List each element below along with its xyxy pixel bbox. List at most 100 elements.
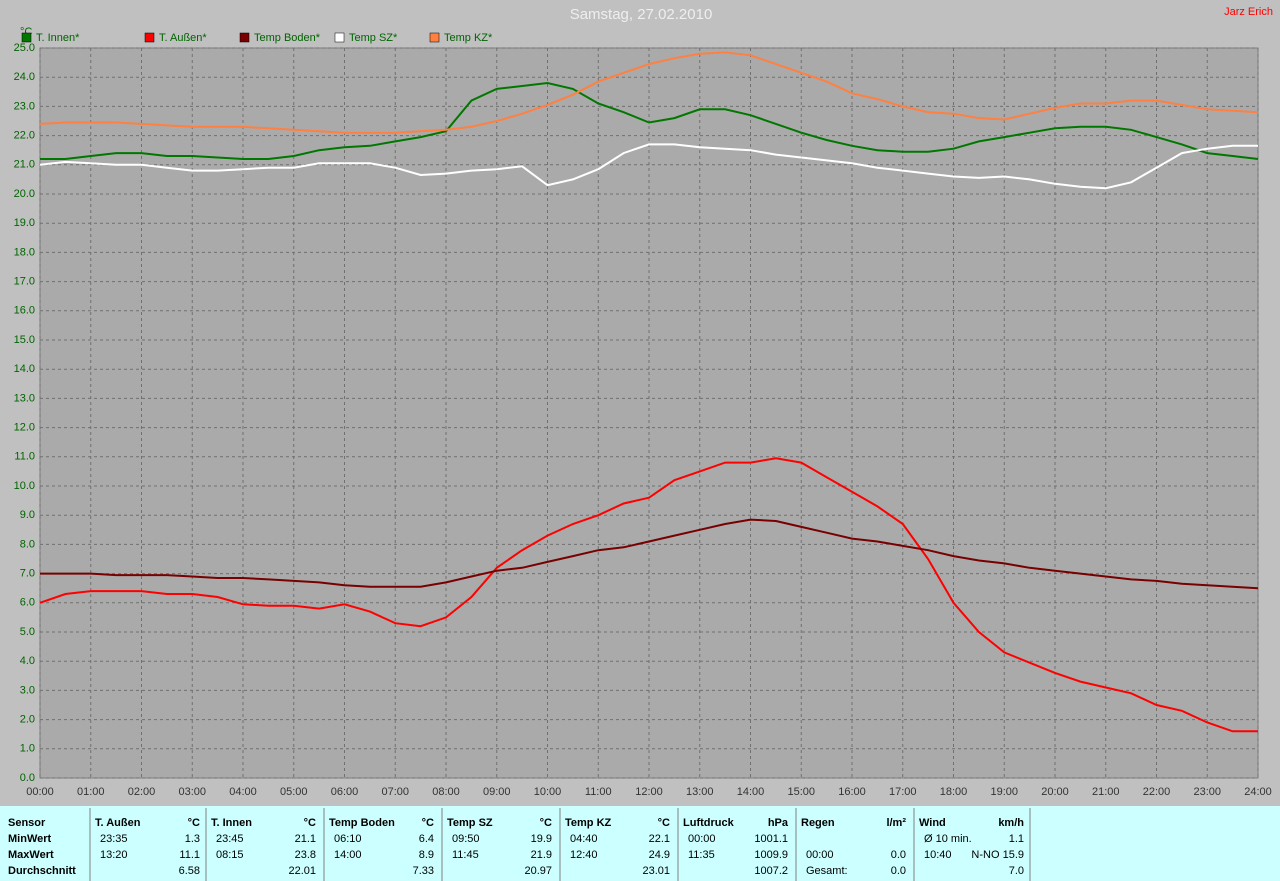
y-tick-label: 0.0 [20,772,35,784]
x-tick-label: 00:00 [26,786,54,798]
cell-right: 21.1 [295,833,316,845]
legend-swatch [429,32,440,43]
cell-left: 23:45 [216,833,244,845]
legend-swatch [334,32,345,43]
row-label: MinWert [8,833,52,845]
cell-right: 7.33 [413,865,434,877]
x-tick-label: 20:00 [1041,786,1069,798]
chart-title: Samstag, 27.02.2010 [570,6,713,23]
y-tick-label: 1.0 [20,743,35,755]
x-tick-label: 05:00 [280,786,308,798]
legend-swatch [21,32,32,43]
y-tick-label: 13.0 [14,392,35,404]
cell-right: 0.0 [891,849,906,861]
x-tick-label: 22:00 [1143,786,1171,798]
x-tick-label: 21:00 [1092,786,1120,798]
x-tick-label: 16:00 [838,786,866,798]
cell-right: 24.9 [649,849,670,861]
x-tick-label: 11:00 [585,786,612,798]
cell-left: 00:00 [806,849,834,861]
legend-label: Temp SZ* [349,32,398,44]
cell-right: 22.01 [288,865,316,877]
x-tick-label: 02:00 [128,786,156,798]
y-tick-label: 3.0 [20,684,35,696]
y-tick-label: 10.0 [14,480,35,492]
cell-right: 22.1 [649,833,670,845]
cell-right: 7.0 [1009,865,1024,877]
cell-right: 21.9 [531,849,552,861]
x-tick-label: 09:00 [483,786,511,798]
x-tick-label: 12:00 [635,786,663,798]
x-tick-label: 01:00 [77,786,105,798]
y-tick-label: 21.0 [14,159,35,171]
cell-right: 20.97 [524,865,552,877]
cell-left: 10:40 [924,849,952,861]
x-tick-label: 24:00 [1244,786,1272,798]
cell-right: 1007.2 [754,865,788,877]
cell-right: 11.1 [179,849,200,861]
x-tick-label: 23:00 [1193,786,1221,798]
y-tick-label: 8.0 [20,538,35,550]
cell-right: 6.4 [419,833,434,845]
group-name: Luftdruck [683,817,735,829]
group-unit: km/h [998,817,1024,829]
cell-left: 08:15 [216,849,244,861]
x-tick-label: 19:00 [990,786,1018,798]
y-tick-label: 4.0 [20,655,35,667]
y-tick-label: 7.0 [20,568,35,580]
y-tick-label: 23.0 [14,100,35,112]
legend-label: Temp KZ* [444,32,493,44]
y-tick-label: 12.0 [14,422,35,434]
group-name: Temp SZ [447,817,493,829]
series-line [39,51,1259,134]
group-unit: °C [422,817,434,829]
y-tick-label: 9.0 [20,509,35,521]
x-tick-label: 08:00 [432,786,460,798]
x-tick-label: 07:00 [381,786,409,798]
cell-right: 1009.9 [754,849,788,861]
x-tick-label: 18:00 [940,786,968,798]
cell-left: 09:50 [452,833,480,845]
grid [39,47,1259,779]
y-tick-label: 15.0 [14,334,35,346]
cell-left: Ø 10 min. [924,833,972,845]
y-tick-label: 16.0 [14,305,35,317]
cell-left: 04:40 [570,833,598,845]
legend-swatch [144,32,155,43]
cell-left: 23:35 [100,833,128,845]
x-tick-label: 17:00 [889,786,917,798]
series-line [40,518,1259,590]
cell-left: Gesamt: [806,865,848,877]
legend-swatch [239,32,250,43]
group-unit: °C [304,817,316,829]
series-line [40,81,1259,160]
cell-left: 00:00 [688,833,716,845]
series-line [39,143,1258,190]
cell-left: 14:00 [334,849,362,861]
cell-right: 6.58 [179,865,200,877]
cell-right: N-NO 15.9 [971,849,1024,861]
group-unit: hPa [768,817,789,829]
author: Jarz Erich [1224,6,1273,18]
row-label: Sensor [8,817,46,829]
cell-right: 19.9 [531,833,552,845]
y-tick-label: 22.0 [14,130,35,142]
legend-label: T. Innen* [36,32,80,44]
y-tick-label: 19.0 [14,217,35,229]
legend-label: T. Außen* [159,32,207,44]
x-tick-label: 10:00 [534,786,562,798]
y-tick-label: 18.0 [14,246,35,258]
cell-right: 0.0 [891,865,906,877]
group-name: T. Außen [95,817,141,829]
group-name: Temp KZ [565,817,612,829]
legend-label: Temp Boden* [254,32,321,44]
cell-left: 11:35 [688,849,715,861]
y-tick-label: 14.0 [14,363,35,375]
group-name: T. Innen [211,817,252,829]
y-tick-label: 2.0 [20,714,35,726]
y-tick-label: 6.0 [20,597,35,609]
cell-right: 23.01 [642,865,670,877]
y-tick-label: 24.0 [14,71,35,83]
